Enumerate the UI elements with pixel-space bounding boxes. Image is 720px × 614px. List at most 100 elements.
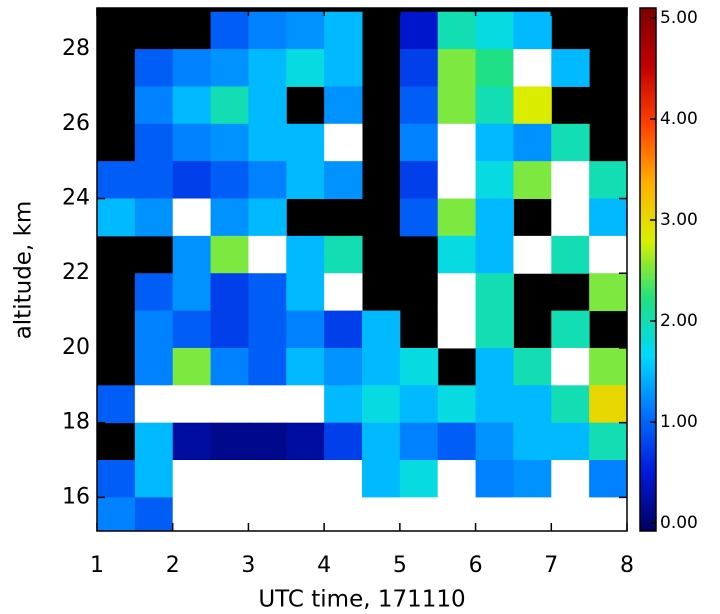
x-tick-label: 6 xyxy=(469,553,483,578)
heatmap-cell xyxy=(172,161,212,200)
heatmap-cell xyxy=(210,347,249,386)
heatmap-cell xyxy=(399,123,439,162)
plot-frame xyxy=(96,7,628,532)
heatmap-cell xyxy=(475,310,514,349)
heatmap-cell xyxy=(248,49,287,87)
heatmap-cell xyxy=(134,422,174,461)
heatmap-cell xyxy=(513,161,552,200)
heatmap-cell xyxy=(475,86,514,125)
heatmap-cell xyxy=(513,49,552,87)
heatmap-cell xyxy=(286,273,325,312)
heatmap-cell xyxy=(134,123,174,162)
colorbar-tick-label: 4.00 xyxy=(660,109,698,129)
heatmap-cell xyxy=(286,123,325,162)
heatmap-cell xyxy=(513,385,552,424)
y-tick-label: 18 xyxy=(62,410,90,435)
heatmap-cell xyxy=(134,385,174,424)
heatmap-cell xyxy=(286,497,325,531)
heatmap-cell xyxy=(210,86,249,125)
heatmap-cell xyxy=(551,161,590,200)
y-tick-label: 22 xyxy=(62,260,90,285)
heatmap-cell xyxy=(172,123,212,162)
heatmap-cell xyxy=(286,422,325,461)
heatmap-cell xyxy=(324,460,363,498)
heatmap-cell xyxy=(97,385,136,424)
heatmap-cell xyxy=(324,422,363,461)
heatmap-cell xyxy=(551,460,590,498)
heatmap-cell xyxy=(551,385,590,424)
heatmap-cell xyxy=(475,49,514,87)
heatmap-cell xyxy=(172,49,212,87)
heatmap-cell xyxy=(172,385,212,424)
heatmap-cell xyxy=(324,161,363,200)
heatmap-cell xyxy=(475,161,514,200)
heatmap-cell xyxy=(324,86,363,125)
heatmap-cell xyxy=(172,347,212,386)
heatmap-cell xyxy=(172,235,212,274)
heatmap-cell xyxy=(248,385,287,424)
heatmap-cell xyxy=(248,235,287,274)
heatmap-cell xyxy=(248,11,287,50)
colorbar-tick-label: 3.00 xyxy=(660,210,698,230)
heatmap-cell xyxy=(513,422,552,461)
y-tick-label: 24 xyxy=(62,186,90,211)
heatmap-cell xyxy=(362,385,401,424)
x-tick-label: 5 xyxy=(393,553,407,578)
heatmap-cell xyxy=(324,310,363,349)
y-tick-label: 16 xyxy=(62,484,90,509)
heatmap-cell xyxy=(399,385,439,424)
heatmap-cell xyxy=(513,235,552,274)
heatmap-cell xyxy=(399,460,439,498)
heatmap-cell xyxy=(362,347,401,386)
heatmap-cell xyxy=(589,273,627,312)
heatmap-cell xyxy=(513,460,552,498)
heatmap-cell xyxy=(210,11,249,50)
heatmap-cell xyxy=(399,422,439,461)
heatmap-cell xyxy=(134,460,174,498)
heatmap-cell xyxy=(248,198,287,237)
heatmap-cell xyxy=(172,497,212,531)
heatmap-cell xyxy=(134,310,174,349)
heatmap-cell xyxy=(589,422,627,461)
heatmap-cell xyxy=(437,161,477,200)
heatmap-cell xyxy=(286,385,325,424)
heatmap-cell xyxy=(475,460,514,498)
heatmap-cell xyxy=(362,310,401,349)
heatmap-cell xyxy=(210,497,249,531)
heatmap-cell xyxy=(551,235,590,274)
heatmap-cell xyxy=(399,11,439,50)
heatmap-cell xyxy=(475,422,514,461)
y-tick-label: 20 xyxy=(62,335,90,360)
heatmap-cell xyxy=(437,460,477,498)
heatmap-cell xyxy=(172,198,212,237)
heatmap-cell xyxy=(437,310,477,349)
heatmap-cell xyxy=(248,347,287,386)
heatmap-cell xyxy=(248,310,287,349)
heatmap-cell xyxy=(475,497,514,531)
heatmap-cell xyxy=(437,86,477,125)
heatmap-cell xyxy=(286,310,325,349)
heatmap-cell xyxy=(399,86,439,125)
heatmap-cell xyxy=(551,49,590,87)
heatmap-cell xyxy=(210,161,249,200)
heatmap-cell xyxy=(286,235,325,274)
heatmap-cell xyxy=(248,460,287,498)
heatmap-cell xyxy=(324,347,363,386)
heatmap-cell xyxy=(324,497,363,531)
heatmap-cell xyxy=(210,310,249,349)
heatmap-cell xyxy=(324,385,363,424)
heatmap-cell xyxy=(362,460,401,498)
heatmap-cell xyxy=(210,123,249,162)
heatmap-cell xyxy=(475,347,514,386)
heatmap-cell xyxy=(589,198,627,237)
colorbar-tick-label: 0.00 xyxy=(660,513,698,533)
heatmap-cell xyxy=(589,347,627,386)
heatmap-cell xyxy=(172,273,212,312)
heatmap-cell xyxy=(589,385,627,424)
heatmap-cell xyxy=(399,49,439,87)
heatmap-cell xyxy=(399,198,439,237)
heatmap-cell xyxy=(589,235,627,274)
heatmap-cell xyxy=(551,347,590,386)
heatmap-cell xyxy=(475,11,514,50)
heatmap-cell xyxy=(551,310,590,349)
